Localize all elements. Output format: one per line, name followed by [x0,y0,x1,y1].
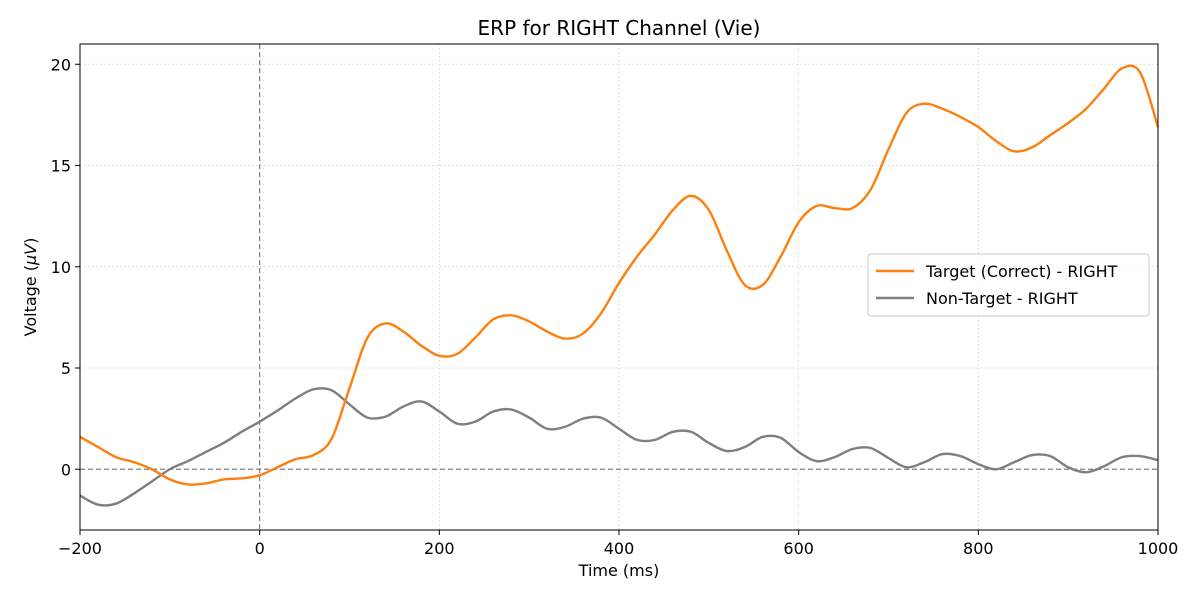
series-lines [79,64,1160,507]
legend-label-nontarget: Non-Target - RIGHT [926,289,1078,308]
x-tick-label: 600 [783,539,814,558]
nontarget-series-line [79,387,1159,507]
y-axis-label-suffix: ) [21,238,40,244]
x-tick-label: 800 [963,539,994,558]
y-tick-label: 15 [51,157,71,176]
x-tick-label: 200 [424,539,455,558]
y-axis-label-prefix: Voltage ( [21,265,40,336]
y-tick-label: 20 [51,55,71,74]
x-tick-label: −200 [58,539,102,558]
chart-title: ERP for RIGHT Channel (Vie) [478,16,761,40]
x-tick-label: 1000 [1138,539,1179,558]
legend: Target (Correct) - RIGHT Non-Target - RI… [867,253,1150,317]
y-tick-label: 0 [61,460,71,479]
y-axis-label: Voltage (μV) [21,238,40,337]
legend-label-target: Target (Correct) - RIGHT [925,262,1118,281]
reference-lines [80,44,1158,530]
legend-box [867,253,1150,317]
x-axis-label: Time (ms) [578,561,660,580]
y-tick-label: 10 [51,258,71,277]
x-tick-label: 0 [255,539,265,558]
x-tick-label: 400 [604,539,635,558]
target-series-line [79,64,1160,486]
y-tick-label: 5 [61,359,71,378]
y-axis-label-unit: μV [21,243,40,266]
axis-ticks: −200 0 200 400 600 800 1000 0 5 10 15 20 [51,55,1179,558]
